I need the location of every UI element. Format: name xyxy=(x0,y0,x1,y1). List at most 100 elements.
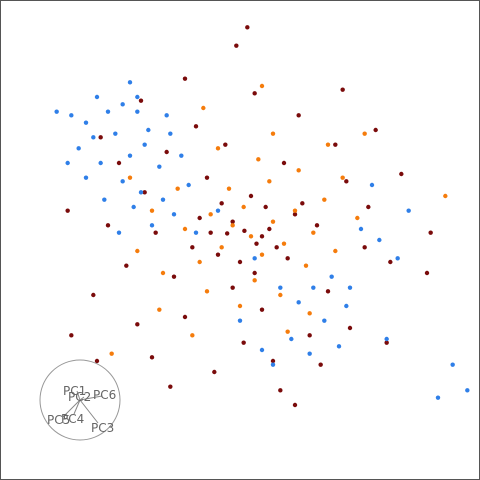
data-point xyxy=(248,193,254,199)
data-point xyxy=(248,234,254,239)
data-point xyxy=(292,212,298,217)
data-point xyxy=(113,131,118,136)
data-point xyxy=(190,333,195,338)
data-point xyxy=(160,197,166,202)
data-point xyxy=(311,285,316,290)
data-point xyxy=(303,263,309,268)
data-point xyxy=(296,168,301,173)
data-point xyxy=(138,98,144,103)
data-point xyxy=(237,259,243,265)
data-point xyxy=(388,259,393,265)
data-point xyxy=(219,245,224,250)
data-point xyxy=(252,278,257,283)
data-point xyxy=(160,270,166,276)
data-point xyxy=(135,109,140,114)
data-point xyxy=(116,160,122,166)
data-point xyxy=(234,43,239,48)
data-point xyxy=(373,127,378,133)
data-point xyxy=(300,201,305,206)
data-point xyxy=(54,109,59,114)
data-point xyxy=(384,336,389,342)
data-point xyxy=(142,142,147,147)
data-point xyxy=(65,160,70,166)
data-point xyxy=(91,292,96,298)
data-point xyxy=(204,289,210,294)
data-point xyxy=(384,340,389,345)
biplot-axis-pc4 xyxy=(73,399,81,415)
data-point xyxy=(175,186,180,191)
data-point xyxy=(333,248,338,254)
data-point xyxy=(259,83,265,89)
data-point xyxy=(83,175,89,180)
data-point xyxy=(307,351,312,356)
data-point xyxy=(443,193,448,199)
data-point xyxy=(153,230,158,235)
data-point xyxy=(362,245,367,250)
data-point xyxy=(98,160,103,166)
data-point xyxy=(270,219,276,224)
data-point xyxy=(245,25,250,30)
data-point xyxy=(259,347,265,353)
data-point xyxy=(237,318,243,323)
data-point xyxy=(256,157,261,162)
biplot-axis-pc6 xyxy=(79,395,103,401)
data-point xyxy=(127,175,133,180)
data-point xyxy=(69,113,74,118)
biplot-label-pc5: PC5 xyxy=(47,413,70,427)
data-point xyxy=(292,208,298,213)
data-point xyxy=(164,113,169,118)
data-point xyxy=(289,336,294,342)
data-point xyxy=(358,226,364,232)
data-point xyxy=(179,153,184,158)
data-point xyxy=(124,263,129,268)
data-point xyxy=(127,153,133,158)
biplot-label-pc1: PC1 xyxy=(63,384,86,398)
data-point xyxy=(186,182,191,188)
data-point xyxy=(307,333,312,338)
data-point xyxy=(285,256,290,261)
data-point xyxy=(281,241,287,246)
data-point xyxy=(263,204,268,210)
points-layer xyxy=(54,25,470,408)
data-point xyxy=(270,362,276,367)
data-point xyxy=(322,197,327,202)
data-point xyxy=(127,80,133,85)
data-point xyxy=(157,307,162,312)
data-point xyxy=(281,160,287,166)
data-point xyxy=(135,94,140,100)
data-point xyxy=(149,355,155,360)
data-point xyxy=(465,388,470,393)
data-point xyxy=(193,230,199,235)
data-point xyxy=(105,109,111,114)
data-point xyxy=(296,300,301,305)
data-point xyxy=(212,369,217,375)
data-point xyxy=(399,171,404,177)
data-point xyxy=(182,226,188,232)
data-point xyxy=(241,204,246,210)
data-point xyxy=(254,241,259,246)
data-point xyxy=(116,230,122,235)
data-point xyxy=(219,201,224,206)
data-point xyxy=(142,190,147,195)
data-point xyxy=(278,388,283,393)
data-point xyxy=(377,237,382,243)
data-point xyxy=(201,105,206,111)
data-point xyxy=(395,256,400,261)
data-point xyxy=(252,91,257,96)
data-point xyxy=(285,329,290,334)
data-point xyxy=(120,102,125,107)
data-point xyxy=(336,344,342,349)
data-point xyxy=(292,402,298,408)
data-point xyxy=(157,164,162,169)
data-point xyxy=(94,94,100,100)
data-point xyxy=(347,285,353,290)
data-point xyxy=(355,215,360,221)
data-point xyxy=(149,223,155,228)
biplot-axis-pc3 xyxy=(79,399,99,424)
data-point xyxy=(135,248,140,254)
data-point xyxy=(318,362,323,367)
data-point xyxy=(406,208,411,213)
data-point xyxy=(182,314,188,320)
data-point xyxy=(215,146,221,151)
